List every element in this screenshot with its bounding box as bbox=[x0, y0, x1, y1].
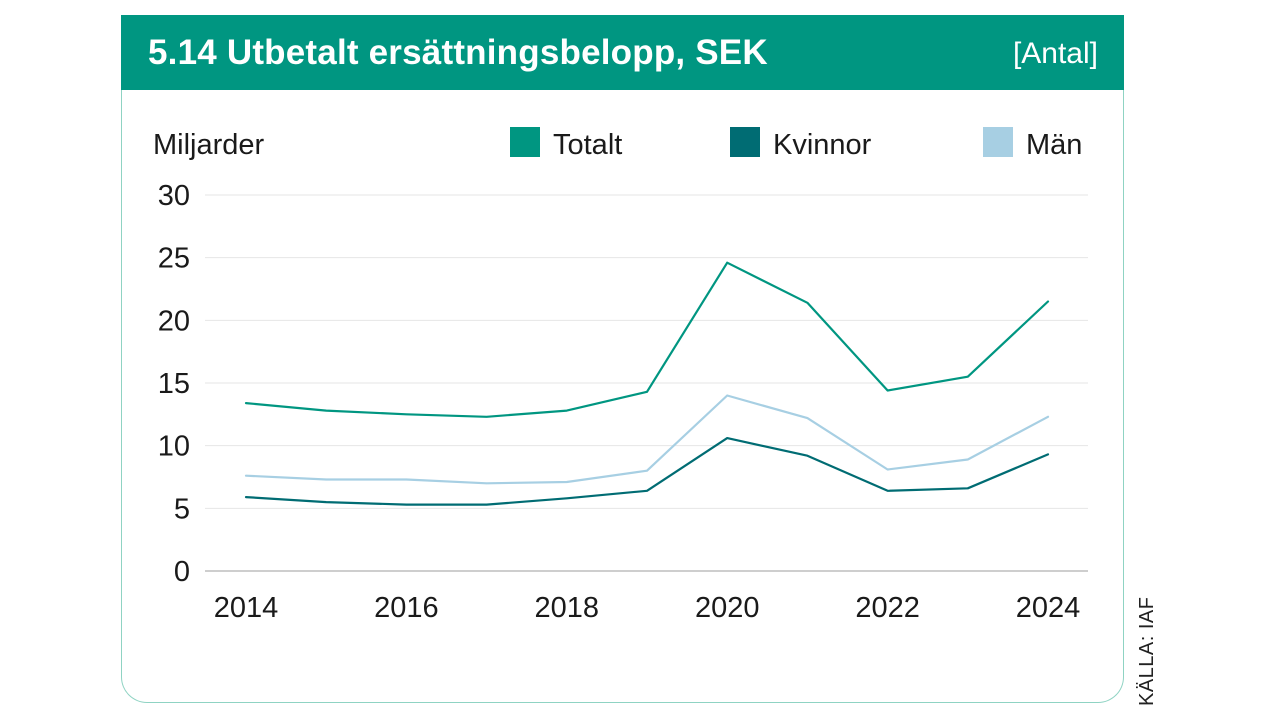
y-axis: 0 5 10 15 20 25 30 bbox=[158, 180, 190, 588]
series-lines bbox=[244, 261, 1050, 506]
y-tick-label: 25 bbox=[158, 243, 190, 275]
legend-swatch-man bbox=[983, 127, 1013, 157]
legend: Totalt Kvinnor Män bbox=[510, 127, 1082, 161]
y-axis-label: Miljarder bbox=[153, 129, 265, 161]
series-line-kvinnor bbox=[244, 437, 1050, 506]
y-tick-label: 20 bbox=[158, 305, 190, 337]
y-tick-label: 0 bbox=[174, 556, 190, 588]
y-tick-label: 15 bbox=[158, 368, 190, 400]
chart-title: 5.14 Utbetalt ersättningsbelopp, SEK bbox=[148, 33, 768, 72]
legend-swatch-kvinnor bbox=[730, 127, 760, 157]
x-tick-label: 2020 bbox=[695, 592, 760, 624]
chart-header: 5.14 Utbetalt ersättningsbelopp, SEK [An… bbox=[121, 15, 1124, 90]
x-tick-label: 2016 bbox=[374, 592, 439, 624]
chart-card bbox=[121, 15, 1124, 703]
y-tick-label: 10 bbox=[158, 431, 190, 463]
y-tick-label: 30 bbox=[158, 180, 190, 212]
gridlines bbox=[205, 194, 1088, 572]
y-tick-label: 5 bbox=[174, 493, 190, 525]
series-line-totalt bbox=[244, 261, 1050, 418]
series-line-man bbox=[244, 394, 1050, 485]
legend-swatch-totalt bbox=[510, 127, 540, 157]
chart-unit: [Antal] bbox=[1012, 37, 1098, 70]
x-tick-label: 2022 bbox=[855, 592, 920, 624]
source-label: KÄLLA: IAF bbox=[1136, 596, 1158, 707]
x-tick-label: 2014 bbox=[214, 592, 279, 624]
legend-label-kvinnor: Kvinnor bbox=[773, 129, 872, 161]
legend-label-totalt: Totalt bbox=[553, 129, 622, 161]
x-axis: 2014 2016 2018 2020 2022 2024 bbox=[214, 592, 1081, 624]
x-tick-label: 2018 bbox=[535, 592, 600, 624]
x-tick-label: 2024 bbox=[1016, 592, 1081, 624]
legend-label-man: Män bbox=[1026, 129, 1082, 161]
